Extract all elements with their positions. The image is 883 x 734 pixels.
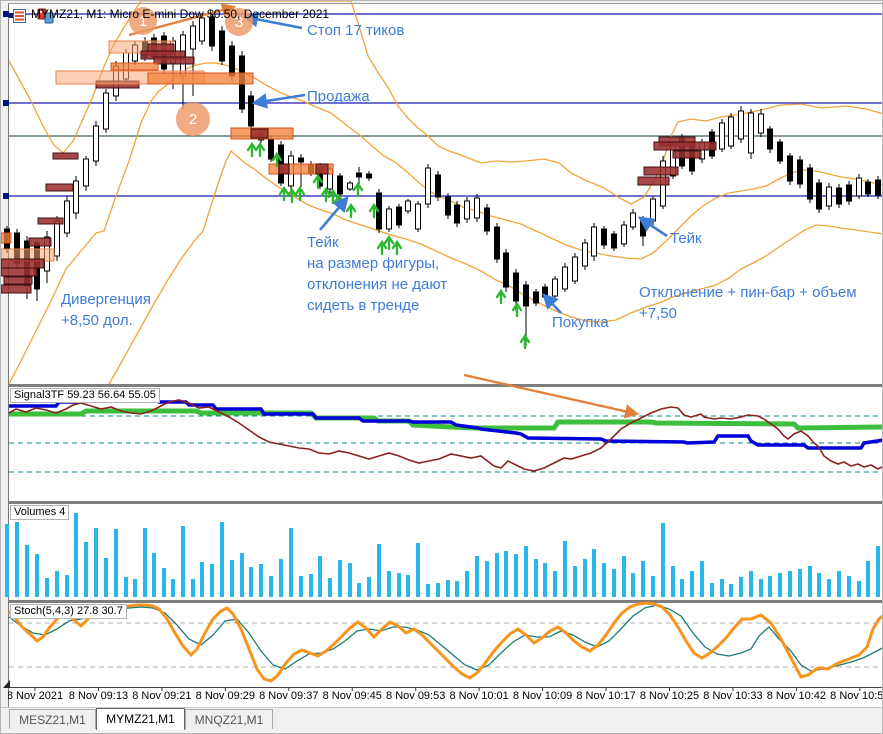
stochastic-label: Stoch(5,4,3) 27.8 30.7 <box>10 604 127 619</box>
tab-mnqz21[interactable]: MNQZ21,M1 <box>185 709 273 730</box>
status-strip <box>1 729 882 733</box>
stochastic-panel[interactable] <box>8 600 882 687</box>
time-label: 8 Nov 10:09 <box>512 690 573 702</box>
time-label: 8 Nov 09:45 <box>322 690 382 702</box>
time-label: 8 Nov 2021 <box>8 690 64 702</box>
time-label: 8 Nov 10:50 <box>830 690 883 702</box>
time-label: 8 Nov 10:33 <box>703 690 763 702</box>
note-take-right: Тейк <box>670 230 702 247</box>
signal3tf-label: Signal3TF 59.23 56.64 55.05 <box>10 388 160 403</box>
time-label: 8 Nov 10:42 <box>766 690 827 702</box>
dom-quotes-icon[interactable] <box>9 8 26 24</box>
volumes-panel[interactable] <box>8 501 882 600</box>
time-label: 8 Nov 09:29 <box>195 690 256 702</box>
time-axis[interactable] <box>8 687 882 707</box>
time-label: 8 Nov 10:25 <box>639 690 700 702</box>
note-stop: Стоп 17 тиков <box>307 22 405 39</box>
chart-title: MYMZ21, M1: Micro E-mini Dow $0.50, Dece… <box>31 7 330 21</box>
time-label: 8 Nov 09:53 <box>386 690 446 702</box>
tab-mymz21[interactable]: MYMZ21,M1 <box>96 708 185 730</box>
note-divergence: Дивергенция +8,50 дол. <box>61 291 151 329</box>
time-label: 8 Nov 09:37 <box>259 690 319 702</box>
symbol-tab-bar: MESZ21,M1 MYMZ21,M1 MNQZ21,M1 <box>1 707 882 730</box>
time-label: 8 Nov 10:17 <box>576 690 636 702</box>
time-label: 8 Nov 09:21 <box>132 690 192 702</box>
time-label: 8 Nov 09:13 <box>68 690 129 702</box>
time-axis-labels: 8 Nov 2021 8 Nov 09:13 8 Nov 09:21 8 Nov 09… <box>8 687 883 707</box>
note-buy: Покупка <box>552 314 609 331</box>
note-sell: Продажа <box>307 88 370 105</box>
volumes-label: Volumes 4 <box>10 505 70 520</box>
time-label: 8 Nov 10:01 <box>449 690 509 702</box>
note-deviation: Отклонение + пин-бар + объем +7,50 <box>639 284 857 322</box>
tab-mesz21[interactable]: MESZ21,M1 <box>9 709 96 730</box>
note-take-left: Тейк на размер фигуры, отклонения не даю… <box>307 234 448 314</box>
number-marker-2: 2 <box>176 102 210 136</box>
